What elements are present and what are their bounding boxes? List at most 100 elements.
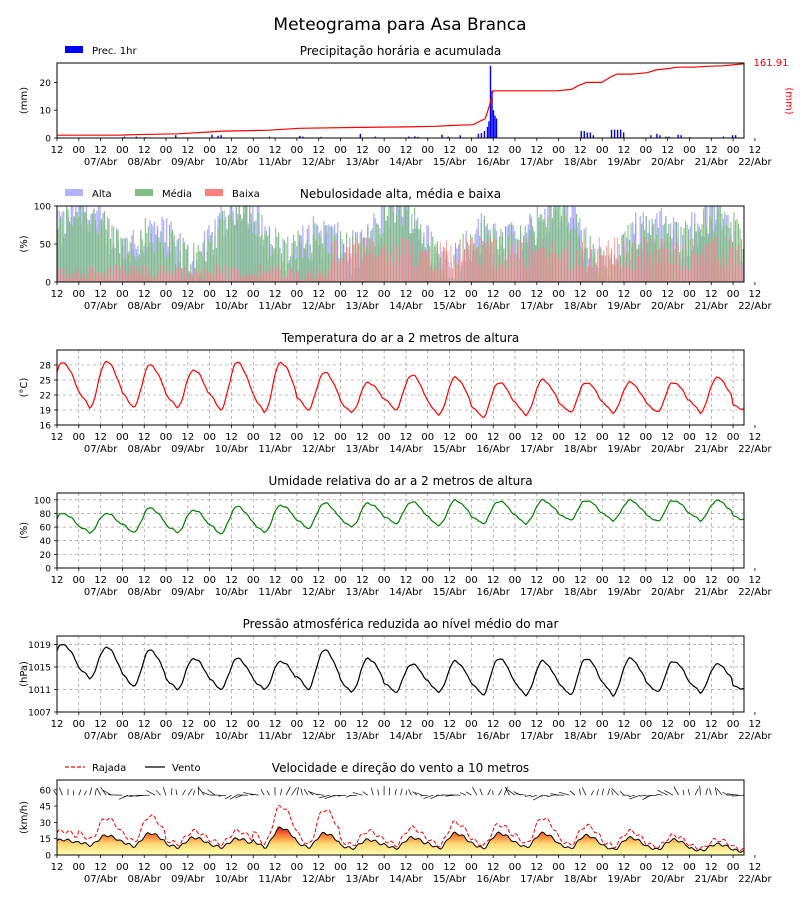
cloud-bar-baixa <box>136 270 137 282</box>
date-label: 13/Abr <box>346 444 380 455</box>
x-tick-label: 12 <box>618 575 631 586</box>
date-label: 17/Abr <box>520 874 554 885</box>
x-tick-label: 00 <box>683 719 696 730</box>
panel-title: Precipitação horária e acumulada <box>300 44 502 58</box>
date-label: 21/Abr <box>695 874 729 885</box>
cloud-bar-baixa <box>108 278 109 282</box>
x-tick-label: 12 <box>749 289 762 300</box>
date-label: 15/Abr <box>433 731 467 742</box>
cloud-bar-media <box>323 247 324 282</box>
cloud-bar-baixa <box>254 273 255 282</box>
cloud-bar-baixa <box>730 238 731 282</box>
wind-direction-arrow <box>54 790 58 795</box>
wind-direction-arrow <box>188 789 193 796</box>
date-label: 16/Abr <box>476 301 510 312</box>
date-label: 07/Abr <box>84 731 118 742</box>
x-tick-label: 00 <box>727 432 740 443</box>
x-tick-label: 12 <box>138 575 151 586</box>
cloud-bar-baixa <box>292 270 293 282</box>
cloud-bar-baixa <box>726 267 727 282</box>
x-tick-label: 12 <box>138 719 151 730</box>
cloud-bar-baixa <box>404 256 405 282</box>
cloud-bar-baixa <box>585 257 586 282</box>
cloud-bar-baixa <box>252 276 253 282</box>
x-tick-label: 12 <box>661 145 674 156</box>
x-tick-label: 00 <box>421 575 434 586</box>
cloud-bar-baixa <box>559 251 560 282</box>
cloud-bar-baixa <box>650 254 651 282</box>
x-tick-label: 00 <box>247 145 260 156</box>
wind-direction-arrow <box>176 789 177 795</box>
date-label: 20/Abr <box>651 444 685 455</box>
cloud-bar-baixa <box>65 268 66 282</box>
cloud-bar-media <box>284 240 285 282</box>
panel-title: Pressão atmosférica reduzida ao nível mé… <box>243 617 559 631</box>
cloud-bar-baixa <box>287 265 288 282</box>
cloud-bar-baixa <box>183 276 184 282</box>
cloud-bar-media <box>108 219 109 282</box>
date-label: 19/Abr <box>607 301 641 312</box>
cloud-bar-baixa <box>499 257 500 282</box>
x-tick-label: 00 <box>203 432 216 443</box>
cloud-bar-baixa <box>509 244 510 282</box>
cloud-bar-baixa <box>107 269 108 282</box>
cloud-bar-baixa <box>470 240 471 282</box>
cloud-bar-baixa <box>472 237 473 282</box>
cloud-bar-baixa <box>158 273 159 282</box>
wind-direction-arrow <box>378 789 379 795</box>
x-tick-label: 12 <box>138 862 151 873</box>
cloud-bar-baixa <box>331 250 332 282</box>
date-label: 07/Abr <box>84 874 118 885</box>
date-label: 21/Abr <box>695 301 729 312</box>
x-tick-label: 12 <box>618 289 631 300</box>
panel-title: Nebulosidade alta, média e baixa <box>300 187 501 201</box>
x-tick-label: 12 <box>618 862 631 873</box>
y-axis-label: (km/h) <box>19 801 30 834</box>
cloud-bar-baixa <box>700 254 701 282</box>
cloud-bar-baixa <box>505 263 506 282</box>
x-tick-label: 00 <box>683 145 696 156</box>
cloud-bar-baixa <box>83 276 84 282</box>
cloud-bar-baixa <box>369 237 370 282</box>
date-label: 15/Abr <box>433 444 467 455</box>
date-label: 14/Abr <box>389 731 423 742</box>
x-tick-label: 00 <box>465 719 478 730</box>
x-tick-label: 12 <box>618 719 631 730</box>
date-label: 10/Abr <box>215 874 249 885</box>
cloud-bar-baixa <box>426 250 427 282</box>
x-tick-label: 00 <box>203 719 216 730</box>
wind-direction-arrow <box>706 788 708 795</box>
cloud-bar-baixa <box>534 253 535 282</box>
cloud-bar-baixa <box>319 277 320 282</box>
cloud-bar-baixa <box>131 267 132 282</box>
date-label: 17/Abr <box>520 587 554 598</box>
cloud-bar-baixa <box>658 262 659 282</box>
cloud-bar-baixa <box>169 269 170 282</box>
x-tick-label: 12 <box>705 575 718 586</box>
cloud-bar-baixa <box>575 267 576 282</box>
cloud-bar-baixa <box>195 268 196 282</box>
cloud-bar-baixa <box>556 255 557 282</box>
pressure-panel: Pressão atmosférica reduzida ao nível mé… <box>19 617 772 742</box>
cloud-bar-baixa <box>503 253 504 282</box>
x-tick-label: 00 <box>203 862 216 873</box>
cloud-bar-baixa <box>496 270 497 282</box>
x-tick-label: 00 <box>72 145 85 156</box>
date-label: 13/Abr <box>346 874 380 885</box>
x-tick-label: 00 <box>552 575 565 586</box>
cloud-bar-baixa <box>192 275 193 282</box>
cloud-bar-media <box>228 216 229 282</box>
cloud-bar-baixa <box>98 272 99 282</box>
x-tick-label: 00 <box>639 719 652 730</box>
cloud-bar-baixa <box>296 273 297 282</box>
x-tick-label: 00 <box>291 719 304 730</box>
series-line <box>57 499 744 533</box>
cloud-bar-baixa <box>122 266 123 282</box>
wind-direction-arrow <box>717 789 723 796</box>
date-label: 08/Abr <box>128 874 162 885</box>
cloud-bar-media <box>202 256 203 282</box>
cloud-bar-media <box>254 221 255 282</box>
cloud-bar-baixa <box>361 249 362 282</box>
cloud-bar-baixa <box>643 270 644 282</box>
cloud-bar-media <box>148 226 149 282</box>
